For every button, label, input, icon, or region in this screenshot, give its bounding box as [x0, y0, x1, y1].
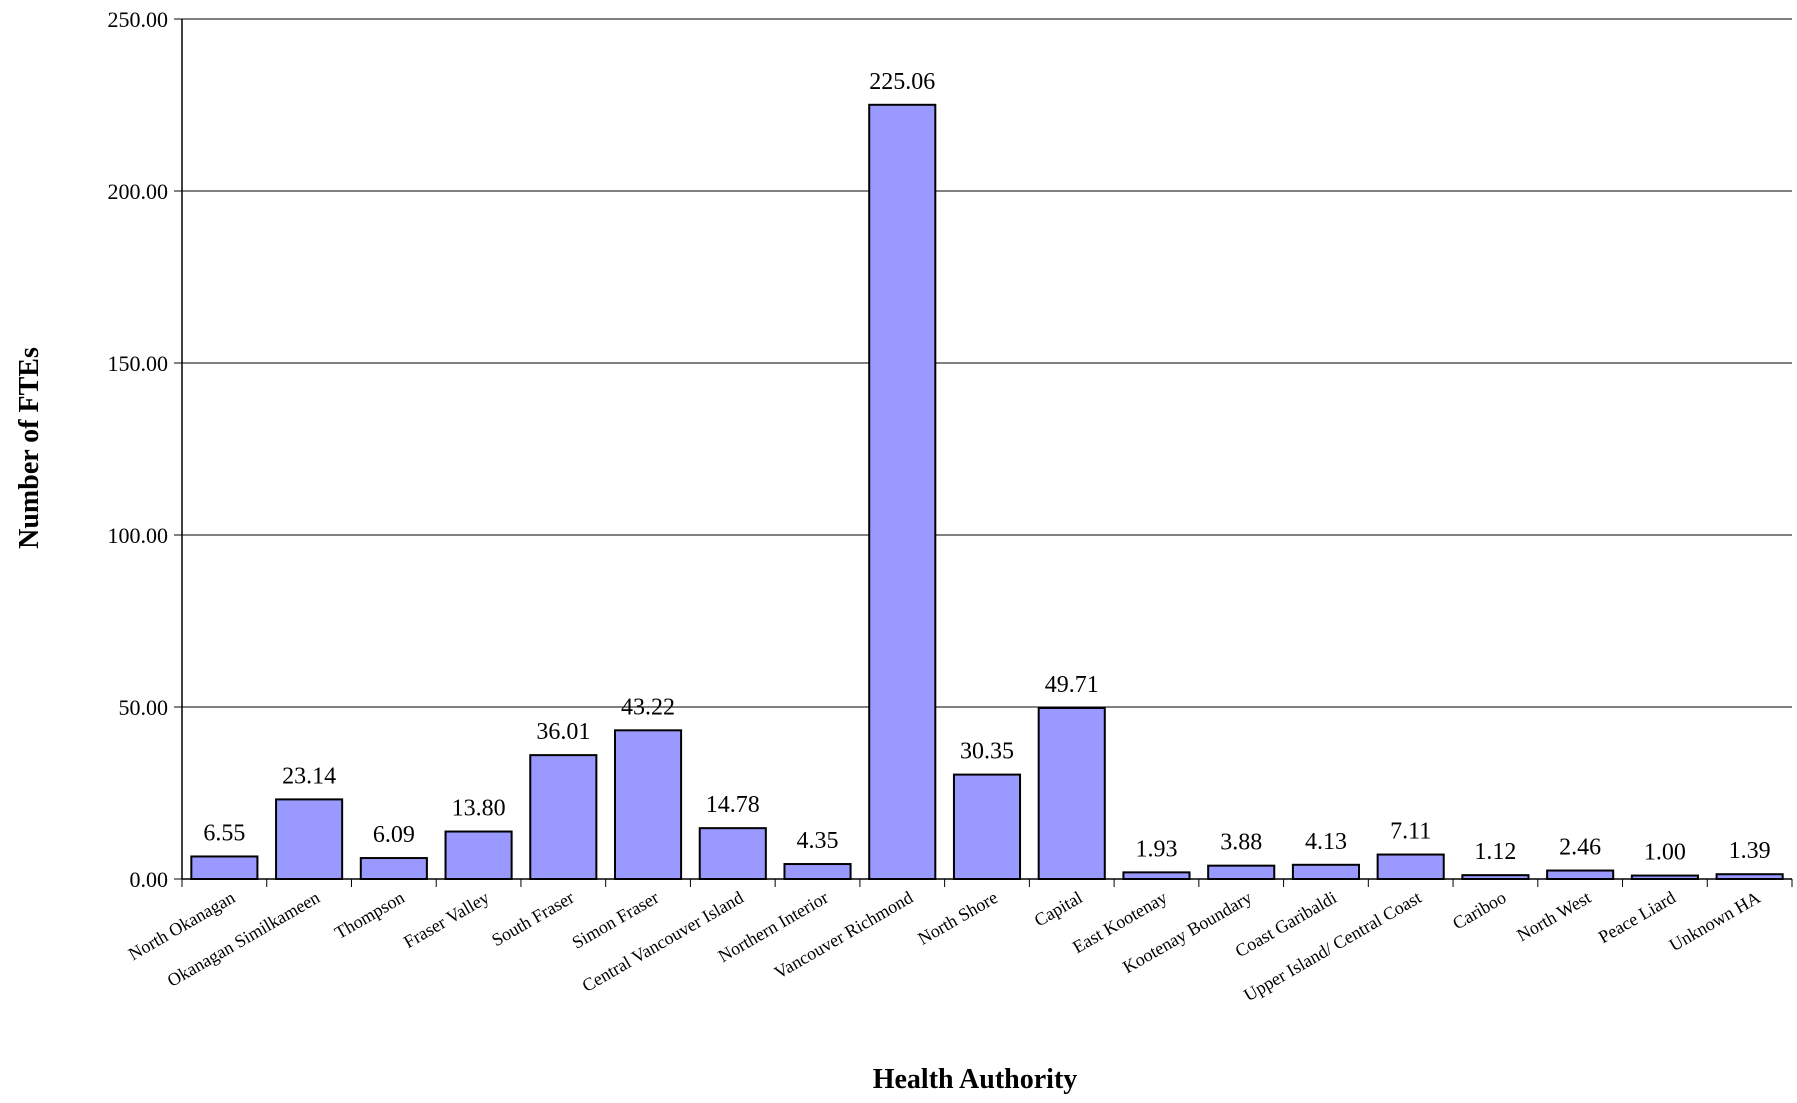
data-label: 43.22: [621, 694, 675, 720]
category-label: Capital: [1031, 887, 1086, 930]
bar: [868, 103, 937, 881]
y-tick-labels: 0.00 50.00 100.00 150.00 200.00 250.00: [108, 7, 169, 892]
axes: [181, 19, 1793, 887]
category-label: Vancouver Richmond: [771, 887, 917, 983]
data-labels: 6.55 23.14 6.09 13.80 36.01 43.22 14.78 4.35 225…: [203, 69, 1770, 866]
bar: [783, 863, 852, 881]
category-label: North West: [1513, 887, 1594, 945]
bar: [1376, 853, 1445, 881]
x-axis-title: Health Authority: [873, 1064, 1078, 1095]
category-label: Unknown HA: [1666, 887, 1764, 955]
y-tick-label: 50.00: [119, 695, 169, 720]
data-label: 4.13: [1305, 829, 1347, 855]
data-label: 30.35: [960, 739, 1014, 765]
y-tick-label: 200.00: [108, 179, 169, 204]
bars: [190, 103, 1784, 881]
bar: [1122, 871, 1191, 880]
data-label: 23.14: [282, 763, 336, 789]
y-axis-title: Number of FTEs: [14, 347, 45, 549]
bar: [614, 729, 683, 880]
category-label: Fraser Valley: [400, 887, 492, 952]
category-label: Thompson: [331, 887, 408, 943]
category-label: Cariboo: [1449, 887, 1509, 933]
data-label: 2.46: [1559, 835, 1601, 861]
data-label: 13.80: [452, 796, 506, 822]
bar: [1546, 869, 1615, 880]
y-tick-label: 150.00: [108, 351, 169, 376]
bar: [359, 857, 428, 881]
category-label: Central Vancouver Island: [579, 887, 747, 996]
y-tick-label: 0.00: [130, 867, 169, 892]
data-label: 1.00: [1644, 840, 1686, 866]
data-label: 6.09: [373, 822, 415, 848]
category-label: North Shore: [914, 887, 1001, 949]
y-tick-label: 250.00: [108, 7, 169, 32]
data-label: 1.39: [1729, 838, 1771, 864]
data-label: 14.78: [706, 792, 760, 818]
data-label: 1.93: [1135, 836, 1177, 862]
bar: [444, 830, 513, 881]
data-label: 36.01: [536, 719, 590, 745]
bar: [275, 798, 344, 880]
bar: [1037, 706, 1106, 881]
category-label: South Fraser: [488, 887, 577, 950]
bar: [529, 754, 598, 881]
data-label: 7.11: [1390, 819, 1431, 845]
bar: [190, 855, 259, 881]
bar: [1291, 863, 1360, 880]
data-label: 4.35: [797, 828, 839, 854]
data-label: 225.06: [869, 69, 935, 95]
y-tick-label: 100.00: [108, 523, 169, 548]
data-label: 1.12: [1474, 839, 1516, 865]
data-label: 6.55: [203, 820, 245, 846]
data-label: 3.88: [1220, 830, 1262, 856]
gridlines: [174, 18, 1792, 880]
bar: [698, 827, 767, 880]
bar: [1207, 864, 1276, 880]
bar: [952, 773, 1022, 881]
category-label: Okanagan Similkameen: [164, 887, 323, 991]
data-label: 49.71: [1045, 672, 1099, 698]
